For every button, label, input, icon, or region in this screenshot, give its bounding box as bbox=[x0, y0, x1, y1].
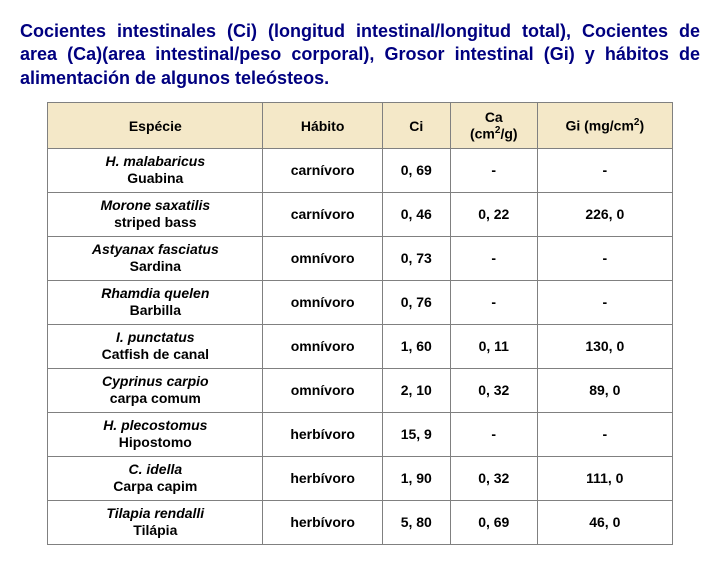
common-name: Tilápia bbox=[133, 522, 177, 538]
cell-species: Morone saxatilisstriped bass bbox=[48, 192, 263, 236]
common-name: Carpa capim bbox=[113, 478, 197, 494]
common-name: Catfish de canal bbox=[102, 346, 209, 362]
col-especie: Espécie bbox=[48, 103, 263, 149]
cell-ca: 0, 11 bbox=[450, 324, 537, 368]
data-table: Espécie Hábito Ci Ca (cm2/g) Gi (mg/cm2)… bbox=[47, 102, 673, 545]
cell-habito: omnívoro bbox=[263, 280, 382, 324]
cell-species: Tilapia rendalliTilápia bbox=[48, 500, 263, 544]
cell-ci: 5, 80 bbox=[382, 500, 450, 544]
cell-species: I. punctatusCatfish de canal bbox=[48, 324, 263, 368]
common-name: Barbilla bbox=[130, 302, 181, 318]
table-row: Tilapia rendalliTilápiaherbívoro5, 800, … bbox=[48, 500, 673, 544]
col-ci: Ci bbox=[382, 103, 450, 149]
cell-habito: herbívoro bbox=[263, 456, 382, 500]
cell-ca: - bbox=[450, 148, 537, 192]
cell-gi: - bbox=[537, 280, 672, 324]
cell-ci: 1, 90 bbox=[382, 456, 450, 500]
cell-gi: 46, 0 bbox=[537, 500, 672, 544]
cell-habito: carnívoro bbox=[263, 192, 382, 236]
ca-label-b: (cm bbox=[470, 126, 495, 142]
col-gi: Gi (mg/cm2) bbox=[537, 103, 672, 149]
cell-habito: herbívoro bbox=[263, 500, 382, 544]
table-row: I. punctatusCatfish de canalomnívoro1, 6… bbox=[48, 324, 673, 368]
scientific-name: H. malabaricus bbox=[106, 153, 206, 169]
col-habito: Hábito bbox=[263, 103, 382, 149]
table-row: Rhamdia quelenBarbillaomnívoro0, 76-- bbox=[48, 280, 673, 324]
cell-ca: 0, 69 bbox=[450, 500, 537, 544]
cell-ci: 0, 76 bbox=[382, 280, 450, 324]
scientific-name: Astyanax fasciatus bbox=[92, 241, 219, 257]
cell-ci: 2, 10 bbox=[382, 368, 450, 412]
cell-habito: omnívoro bbox=[263, 236, 382, 280]
cell-ci: 15, 9 bbox=[382, 412, 450, 456]
common-name: carpa comum bbox=[110, 390, 201, 406]
table-row: Astyanax fasciatusSardinaomnívoro0, 73-- bbox=[48, 236, 673, 280]
common-name: striped bass bbox=[114, 214, 196, 230]
scientific-name: C. idella bbox=[128, 461, 182, 477]
cell-species: H. malabaricusGuabina bbox=[48, 148, 263, 192]
cell-gi: - bbox=[537, 412, 672, 456]
cell-species: Rhamdia quelenBarbilla bbox=[48, 280, 263, 324]
scientific-name: Rhamdia quelen bbox=[101, 285, 209, 301]
header-row: Espécie Hábito Ci Ca (cm2/g) Gi (mg/cm2) bbox=[48, 103, 673, 149]
cell-species: Cyprinus carpiocarpa comum bbox=[48, 368, 263, 412]
table-row: Morone saxatilisstriped basscarnívoro0, … bbox=[48, 192, 673, 236]
cell-gi: 226, 0 bbox=[537, 192, 672, 236]
table-row: C. idellaCarpa capimherbívoro1, 900, 321… bbox=[48, 456, 673, 500]
scientific-name: Cyprinus carpio bbox=[102, 373, 209, 389]
cell-gi: 111, 0 bbox=[537, 456, 672, 500]
common-name: Guabina bbox=[127, 170, 183, 186]
scientific-name: Tilapia rendalli bbox=[106, 505, 204, 521]
cell-ci: 0, 46 bbox=[382, 192, 450, 236]
cell-ca: 0, 32 bbox=[450, 456, 537, 500]
cell-gi: - bbox=[537, 148, 672, 192]
col-ca: Ca (cm2/g) bbox=[450, 103, 537, 149]
cell-ca: - bbox=[450, 280, 537, 324]
scientific-name: I. punctatus bbox=[116, 329, 195, 345]
cell-habito: herbívoro bbox=[263, 412, 382, 456]
cell-habito: carnívoro bbox=[263, 148, 382, 192]
gi-label-a: Gi (mg/cm bbox=[565, 118, 633, 134]
cell-gi: - bbox=[537, 236, 672, 280]
gi-label-b: ) bbox=[639, 118, 644, 134]
cell-ci: 0, 69 bbox=[382, 148, 450, 192]
ca-label-a: Ca bbox=[485, 109, 503, 125]
table-row: Cyprinus carpiocarpa comumomnívoro2, 100… bbox=[48, 368, 673, 412]
ca-label-c: /g) bbox=[500, 126, 517, 142]
cell-species: C. idellaCarpa capim bbox=[48, 456, 263, 500]
common-name: Sardina bbox=[130, 258, 181, 274]
table-row: H. plecostomusHipostomoherbívoro15, 9-- bbox=[48, 412, 673, 456]
cell-ci: 1, 60 bbox=[382, 324, 450, 368]
cell-habito: omnívoro bbox=[263, 368, 382, 412]
scientific-name: Morone saxatilis bbox=[100, 197, 210, 213]
cell-habito: omnívoro bbox=[263, 324, 382, 368]
cell-ci: 0, 73 bbox=[382, 236, 450, 280]
cell-ca: 0, 22 bbox=[450, 192, 537, 236]
table-row: H. malabaricusGuabinacarnívoro0, 69-- bbox=[48, 148, 673, 192]
cell-species: Astyanax fasciatusSardina bbox=[48, 236, 263, 280]
cell-gi: 130, 0 bbox=[537, 324, 672, 368]
common-name: Hipostomo bbox=[119, 434, 192, 450]
cell-ca: 0, 32 bbox=[450, 368, 537, 412]
cell-gi: 89, 0 bbox=[537, 368, 672, 412]
cell-species: H. plecostomusHipostomo bbox=[48, 412, 263, 456]
cell-ca: - bbox=[450, 236, 537, 280]
page-title: Cocientes intestinales (Ci) (longitud in… bbox=[20, 20, 700, 90]
cell-ca: - bbox=[450, 412, 537, 456]
scientific-name: H. plecostomus bbox=[103, 417, 207, 433]
